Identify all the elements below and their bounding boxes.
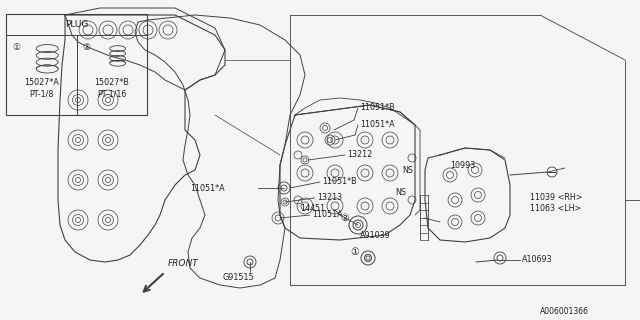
Text: PT-1/8: PT-1/8 [29,90,54,99]
Text: NS: NS [395,188,406,196]
Text: 11051*A: 11051*A [360,119,395,129]
Text: 11051*A: 11051*A [190,183,225,193]
Bar [6,14,147,115]
Text: 11051*B: 11051*B [360,102,395,111]
Text: 11063 <LH>: 11063 <LH> [530,204,581,212]
Text: 15027*A: 15027*A [24,78,59,87]
Text: ②: ② [340,213,349,223]
Text: 13212: 13212 [347,149,372,158]
Text: PLUG: PLUG [65,20,88,29]
Text: A10693: A10693 [522,255,552,265]
Text: A006001366: A006001366 [540,308,589,316]
Text: ①: ① [351,247,360,257]
Bar [6,14,147,35]
Text: NS: NS [402,165,413,174]
Text: ②: ② [83,43,91,52]
Text: 15027*B: 15027*B [95,78,129,87]
Text: ①: ① [12,43,20,52]
Text: FRONT: FRONT [168,259,199,268]
Text: 11039 <RH>: 11039 <RH> [530,193,582,202]
Text: A91039: A91039 [360,230,391,239]
Text: G91515: G91515 [222,274,253,283]
Text: 11051A: 11051A [312,210,342,219]
Text: 14451: 14451 [300,204,325,212]
Text: PT-1/16: PT-1/16 [97,90,127,99]
Text: 11051*B: 11051*B [322,177,356,186]
Text: 10993: 10993 [450,161,476,170]
Text: 13213: 13213 [317,193,342,202]
